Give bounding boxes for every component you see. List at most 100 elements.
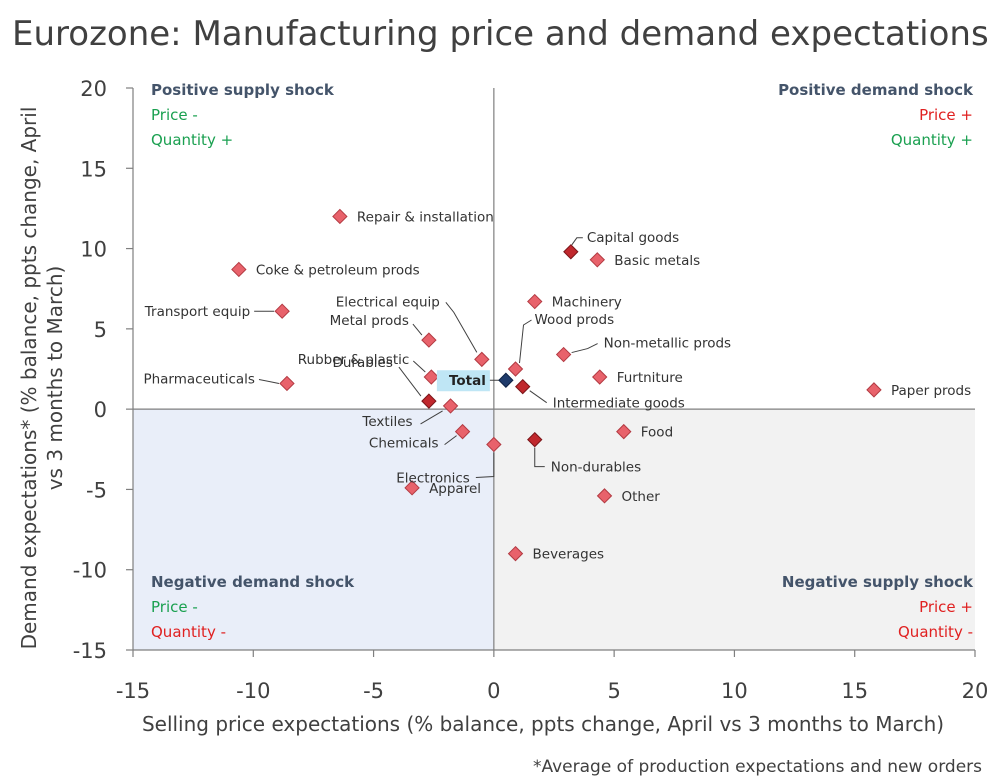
point-textiles bbox=[442, 398, 459, 414]
point-labels: Repair & installation Coke & petroleum pr… bbox=[143, 209, 971, 562]
point-non-metallic-prods bbox=[555, 346, 572, 363]
label-other: Other bbox=[622, 489, 661, 505]
leader-rubber-plastic bbox=[412, 360, 426, 373]
negative-supply-quadrant bbox=[493, 409, 975, 650]
point-food bbox=[616, 423, 632, 440]
leader-durables bbox=[398, 366, 422, 397]
point-total bbox=[498, 372, 514, 388]
x-axis-title: Selling price expectations (% balance, p… bbox=[142, 712, 944, 736]
label-food: Food bbox=[641, 425, 673, 441]
y-tick-label: 10 bbox=[80, 238, 107, 262]
bottom-left-quadrant-quantity: Quantity - bbox=[151, 623, 226, 641]
point-metal-prods bbox=[421, 332, 437, 348]
label-transport-equip: Transport equip bbox=[144, 304, 250, 320]
point-chemicals bbox=[454, 423, 471, 440]
point-pharmaceuticals bbox=[279, 375, 295, 392]
point-coke-petroleum-prods bbox=[231, 261, 247, 278]
chart-title: Eurozone: Manufacturing price and demand… bbox=[12, 14, 989, 54]
label-pharmaceuticals: Pharmaceuticals bbox=[143, 371, 255, 387]
top-left-quadrant-quantity: Quantity + bbox=[151, 131, 233, 149]
label-durables: Durables bbox=[332, 355, 392, 371]
point-machinery bbox=[527, 293, 543, 310]
label-non-durables: Non-durables bbox=[551, 460, 641, 476]
y-tick-label: 20 bbox=[80, 77, 107, 101]
point-electronics bbox=[486, 436, 502, 453]
label-textiles: Textiles bbox=[361, 414, 412, 430]
bottom-right-quadrant-price: Price + bbox=[919, 598, 973, 616]
top-right-quadrant-title: Positive demand shock bbox=[778, 81, 974, 99]
leader-electronics bbox=[475, 452, 495, 478]
leader-non-durables bbox=[534, 447, 545, 468]
bottom-right-quadrant-quantity: Quantity - bbox=[898, 623, 973, 641]
point-basic-metals bbox=[589, 252, 606, 268]
x-tick-label: -15 bbox=[116, 679, 150, 703]
label-apparel: Apparel bbox=[429, 481, 481, 497]
tick-marks bbox=[126, 87, 976, 657]
y-tick-label: -5 bbox=[86, 478, 107, 502]
leader-intermediate-goods bbox=[529, 390, 548, 404]
footnote: *Average of production expectations and … bbox=[532, 757, 982, 777]
point-capital-goods bbox=[563, 244, 579, 260]
point-intermediate-goods bbox=[515, 378, 531, 395]
y-axis-title-line1: Demand expectations* (% balance, ppts ch… bbox=[17, 107, 41, 650]
label-coke-petroleum-prods: Coke & petroleum prods bbox=[256, 262, 420, 278]
x-tick-label: -5 bbox=[363, 679, 384, 703]
label-wood-prods: Wood prods bbox=[535, 312, 615, 328]
negative-demand-quadrant bbox=[133, 409, 494, 650]
label-capital-goods: Capital goods bbox=[587, 230, 679, 246]
point-other bbox=[596, 488, 613, 504]
tick-labels: -15 -10 -5 0 5 10 15 20 -15 -10 -5 0 5 10 15 20 bbox=[73, 77, 989, 703]
point-rubber-plastic bbox=[423, 369, 440, 385]
leader-lines bbox=[254, 237, 598, 478]
label-total: Total bbox=[449, 373, 486, 389]
label-repair-installation: Repair & installation bbox=[357, 209, 494, 225]
point-electrical-equip bbox=[474, 351, 490, 368]
point-non-durables bbox=[527, 431, 543, 448]
top-right-quadrant-price: Price + bbox=[919, 106, 973, 124]
y-tick-label: 15 bbox=[80, 157, 107, 181]
x-tick-label: 5 bbox=[607, 679, 620, 703]
point-furtniture bbox=[592, 369, 608, 385]
top-right-quadrant-quantity: Quantity + bbox=[891, 131, 973, 149]
leader-chemicals bbox=[444, 435, 457, 446]
leader-capital-goods bbox=[571, 237, 583, 246]
y-axis-title-line2: vs 3 months to March) bbox=[43, 266, 67, 491]
label-furtniture: Furtniture bbox=[617, 370, 683, 386]
label-metal-prods: Metal prods bbox=[330, 313, 409, 329]
y-tick-label: -15 bbox=[73, 639, 107, 663]
bottom-right-quadrant-title: Negative supply shock bbox=[782, 573, 974, 591]
y-tick-label: -10 bbox=[73, 559, 107, 583]
point-transport-equip bbox=[274, 303, 290, 319]
label-machinery: Machinery bbox=[552, 295, 622, 311]
leader-wood-prods bbox=[519, 319, 532, 364]
data-points bbox=[231, 208, 882, 562]
x-tick-label: -10 bbox=[236, 679, 270, 703]
x-tick-label: 0 bbox=[487, 679, 500, 703]
bottom-left-quadrant-title: Negative demand shock bbox=[151, 573, 355, 591]
top-left-quadrant-title: Positive supply shock bbox=[151, 81, 335, 99]
label-beverages: Beverages bbox=[533, 547, 605, 563]
label-electronics: Electronics bbox=[396, 470, 470, 486]
x-tick-label: 10 bbox=[721, 679, 748, 703]
label-basic-metals: Basic metals bbox=[614, 253, 700, 269]
leader-pharmaceuticals bbox=[258, 378, 280, 384]
y-tick-label: 5 bbox=[94, 318, 107, 342]
point-durables bbox=[421, 393, 437, 409]
leader-metal-prods bbox=[412, 323, 423, 336]
point-beverages bbox=[507, 545, 524, 562]
y-tick-label: 0 bbox=[94, 398, 107, 422]
total-label-box bbox=[436, 370, 490, 392]
leader-textiles bbox=[420, 410, 443, 425]
label-electrical-equip: Electrical equip bbox=[336, 294, 440, 310]
x-tick-label: 20 bbox=[962, 679, 989, 703]
point-apparel bbox=[404, 480, 420, 496]
x-tick-label: 15 bbox=[841, 679, 868, 703]
top-left-quadrant-price: Price - bbox=[151, 106, 198, 124]
label-rubber-plastic: Rubber & plastic bbox=[298, 352, 410, 368]
label-paper-prods: Paper prods bbox=[891, 383, 971, 399]
point-paper-prods bbox=[866, 382, 882, 398]
label-chemicals: Chemicals bbox=[369, 436, 439, 452]
point-repair-installation bbox=[332, 208, 348, 225]
leader-electrical-equip bbox=[445, 302, 478, 353]
